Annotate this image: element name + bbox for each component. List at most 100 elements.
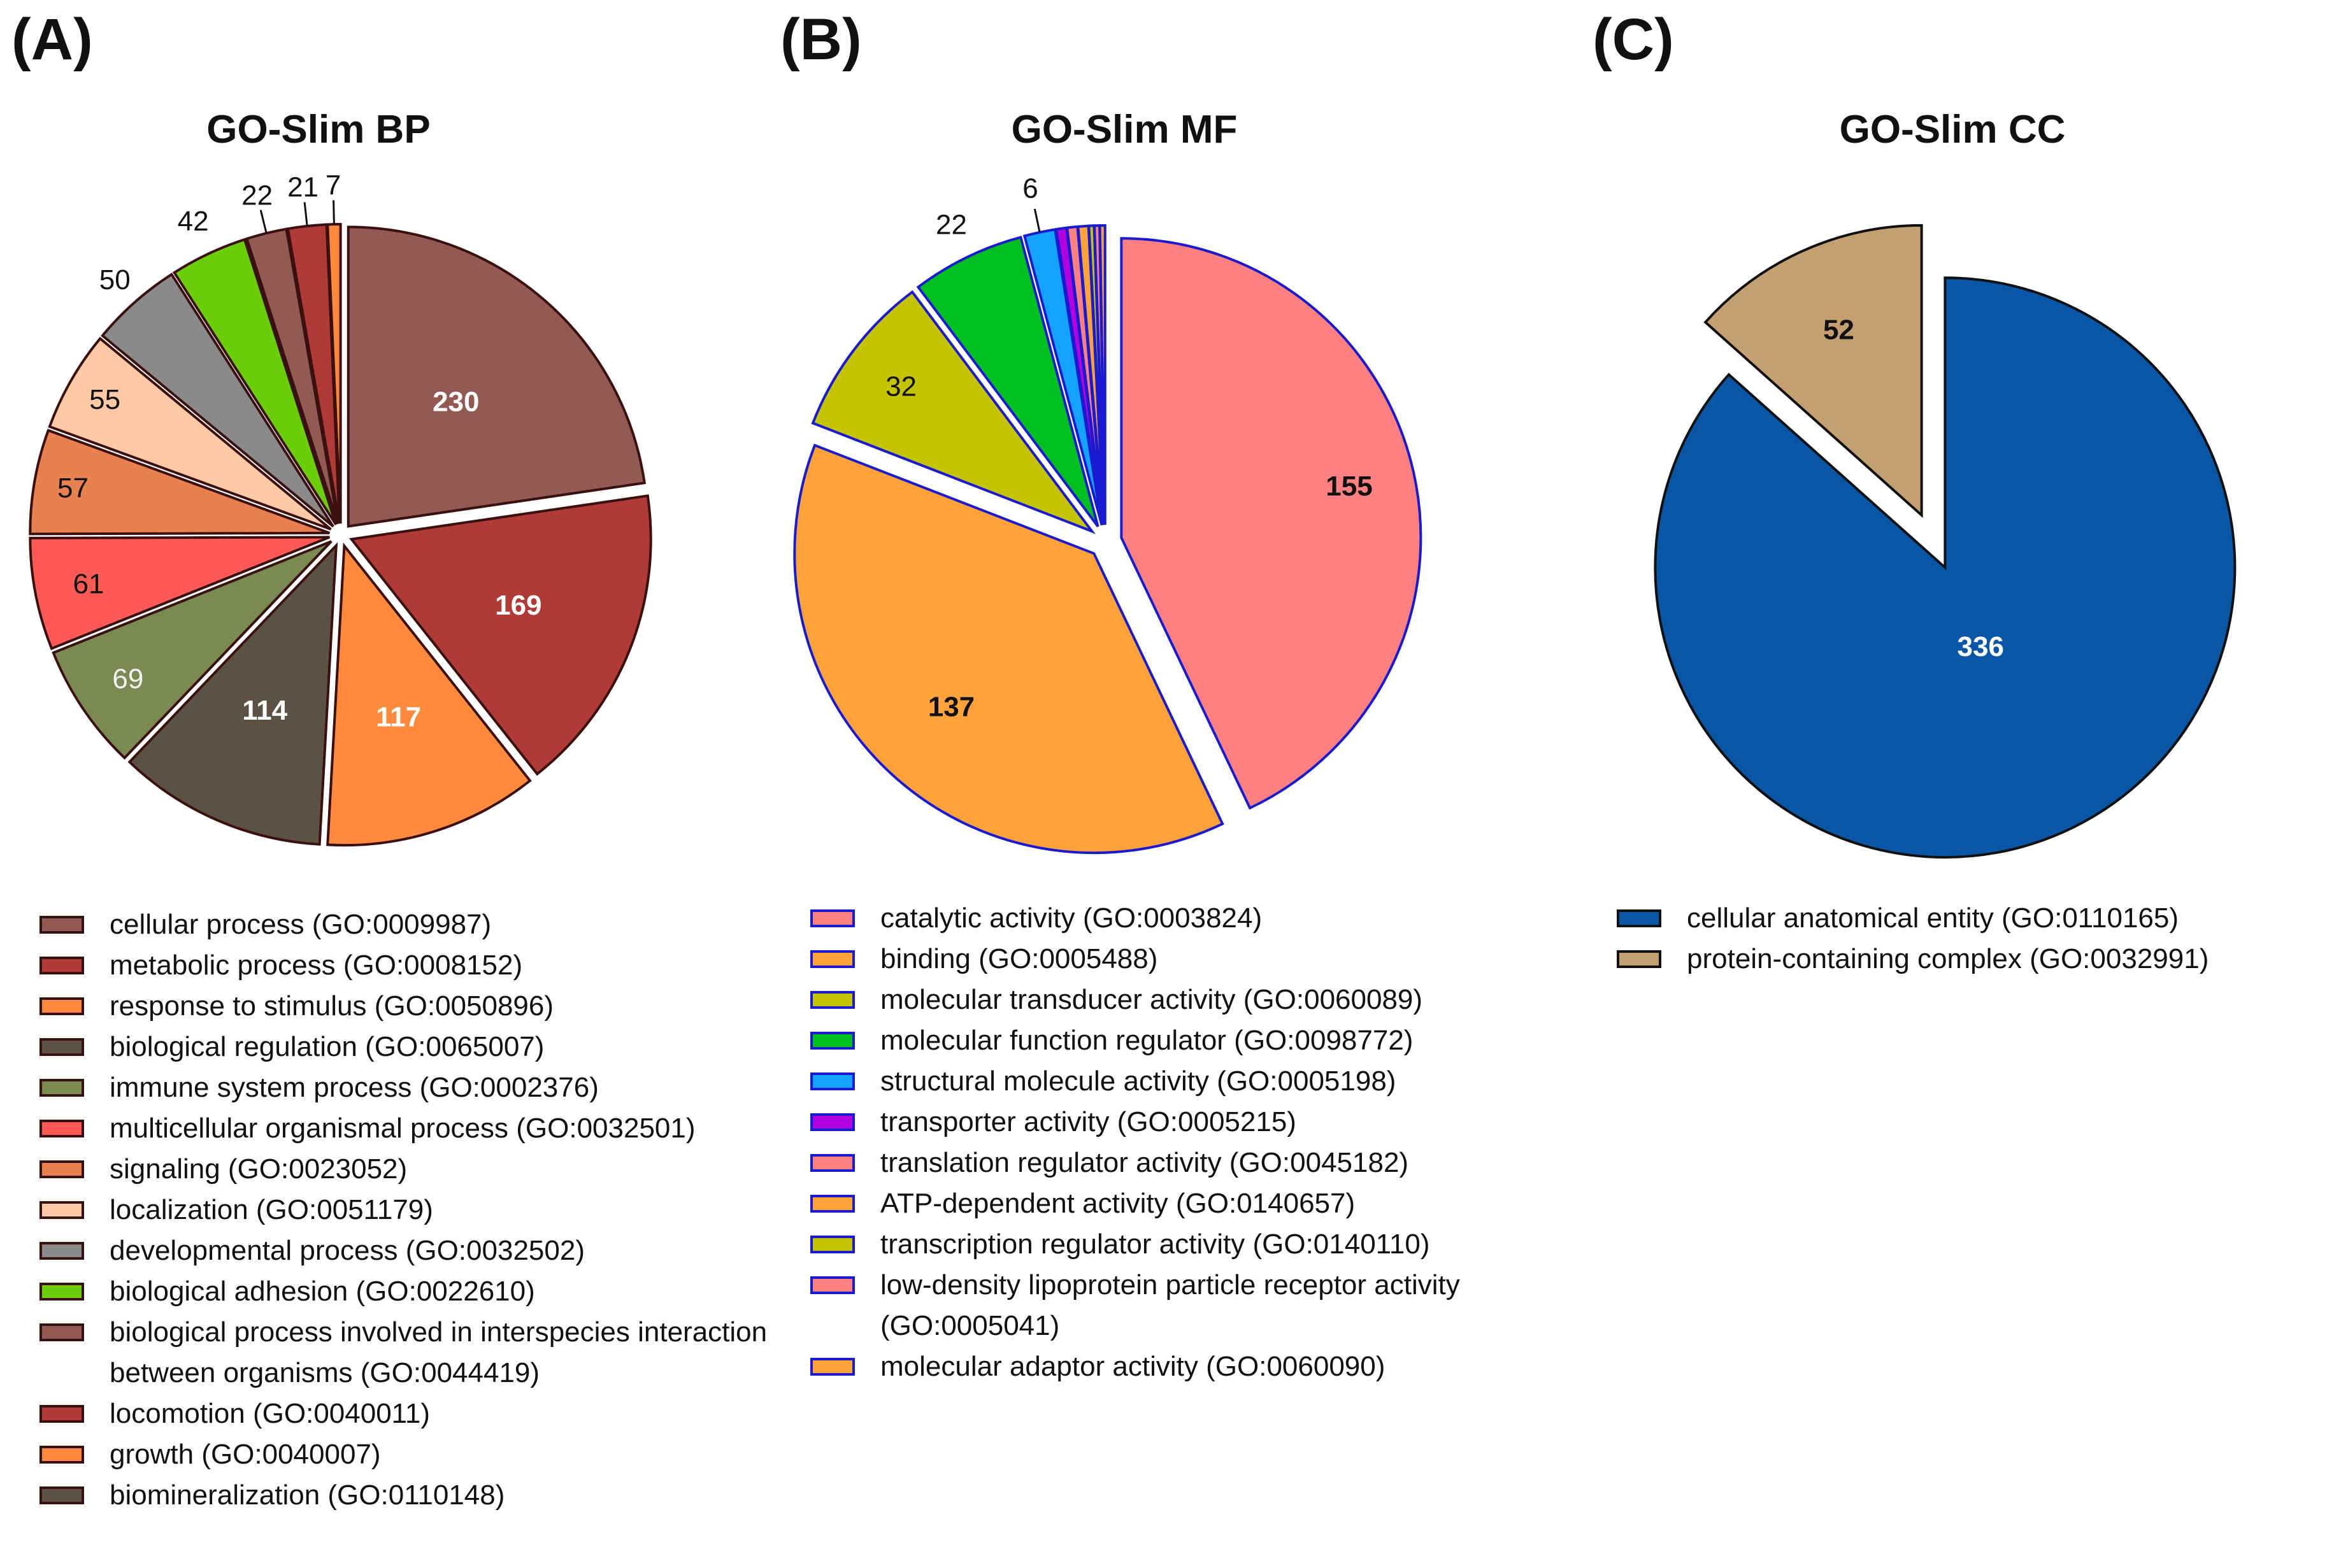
pie-slice (326, 542, 532, 847)
legend-item: biomineralization (GO:0110148) (39, 1475, 772, 1516)
legend-item: binding (GO:0005488) (810, 939, 1530, 980)
pie-slice (245, 227, 340, 525)
pie-chart-cc: 336 52 (1654, 224, 2237, 859)
legend-swatch (810, 991, 855, 1009)
legend-label: immune system process (GO:0002376) (110, 1072, 599, 1103)
slice-value-label: 21 (287, 172, 319, 203)
legend-item: cellular anatomical entity (GO:0110165) (1617, 898, 2317, 939)
legend-label: locomotion (GO:0040011) (110, 1398, 431, 1429)
legend-label: binding (GO:0005488) (880, 943, 1158, 974)
legend-label: cellular process (GO:0009987) (110, 909, 492, 940)
legend-swatch (810, 1195, 855, 1213)
pie-chart-mf: 155 137 32 22 6 (793, 173, 1422, 855)
slice-value-label: 57 (57, 473, 89, 504)
slice-value-label: 22 (936, 210, 967, 241)
pie-slice (811, 290, 1096, 534)
legend-item: cellular process (GO:0009987) (39, 904, 772, 945)
legend-label: developmental process (GO:0032502) (110, 1235, 585, 1266)
legend-swatch (39, 1120, 84, 1137)
legend-item: multicellular organismal process (GO:003… (39, 1108, 772, 1149)
legend-label: growth (GO:0040007) (110, 1439, 381, 1470)
chart-title-bp: GO-Slim BP (206, 108, 431, 152)
legend-item: catalytic activity (GO:0003824) (810, 898, 1530, 939)
pie-slice (793, 443, 1224, 855)
legend-swatch (810, 1358, 855, 1376)
panel-letter-b: (B) (780, 7, 862, 72)
legend-cc: cellular anatomical entity (GO:0110165) p… (1617, 898, 2317, 980)
legend-label: multicellular organismal process (GO:003… (110, 1113, 696, 1144)
slice-value-label: 50 (99, 264, 131, 296)
chart-title-cc: GO-Slim CC (1839, 108, 2066, 152)
legend-item: low-density lipoprotein particle recepto… (810, 1265, 1530, 1346)
pie-slice (1654, 276, 2237, 859)
legend-label: cellular anatomical entity (GO:0110165) (1687, 902, 2179, 934)
legend-item: signaling (GO:0023052) (39, 1149, 772, 1190)
legend-swatch (39, 1079, 84, 1097)
slice-value-label: 137 (928, 692, 975, 723)
legend-label: catalytic activity (GO:0003824) (880, 902, 1263, 934)
legend-swatch (810, 1154, 855, 1172)
legend-swatch (39, 997, 84, 1015)
slice-value-label: 6 (1022, 173, 1038, 204)
legend-swatch (39, 1405, 84, 1423)
legend-item: molecular adaptor activity (GO:0060090) (810, 1346, 1530, 1387)
legend-swatch (1617, 909, 1661, 927)
slice-value-label: 230 (433, 386, 479, 417)
legend-label: translation regulator activity (GO:00451… (880, 1147, 1409, 1178)
slice-value-label: 32 (885, 371, 917, 403)
slice-value-label: 52 (1823, 315, 1854, 346)
legend-label: transporter activity (GO:0005215) (880, 1106, 1296, 1137)
legend-item: biological adhesion (GO:0022610) (39, 1271, 772, 1312)
legend-item: translation regulator activity (GO:00451… (810, 1143, 1530, 1183)
legend-swatch (1617, 950, 1661, 968)
panel-letter-a: (A) (11, 7, 93, 72)
legend-label: transcription regulator activity (GO:014… (880, 1229, 1430, 1260)
legend-label: ATP-dependent activity (GO:0140657) (880, 1188, 1356, 1219)
legend-item: metabolic process (GO:0008152) (39, 945, 772, 986)
legend-label: biological adhesion (GO:0022610) (110, 1276, 535, 1307)
pie-slice (1120, 237, 1422, 810)
legend-swatch (810, 1236, 855, 1253)
legend-label: molecular adaptor activity (GO:0060090) (880, 1351, 1385, 1382)
legend-label: structural molecule activity (GO:0005198… (880, 1066, 1396, 1097)
legend-label: molecular function regulator (GO:0098772… (880, 1025, 1414, 1056)
slice-value-label: 42 (178, 206, 209, 237)
legend-mf: catalytic activity (GO:0003824) binding (… (810, 898, 1530, 1387)
legend-item: protein-containing complex (GO:0032991) (1617, 939, 2317, 980)
legend-item: developmental process (GO:0032502) (39, 1230, 772, 1271)
legend-swatch (39, 1486, 84, 1504)
slice-value-label: 69 (112, 664, 143, 695)
slice-value-label: 22 (241, 180, 273, 211)
leader-line (1033, 208, 1041, 233)
pie-slice (48, 336, 332, 531)
legend-swatch (39, 1160, 84, 1178)
legend-swatch (810, 1073, 855, 1090)
slice-value-label: 7 (326, 170, 341, 201)
legend-label: localization (GO:0051179) (110, 1194, 433, 1225)
legend-label: metabolic process (GO:0008152) (110, 950, 523, 981)
pie-slice (349, 494, 652, 776)
legend-item: response to stimulus (GO:0050896) (39, 986, 772, 1027)
legend-item: biological regulation (GO:0065007) (39, 1027, 772, 1067)
leader-line (259, 210, 268, 234)
pie-slice (101, 273, 334, 528)
slice-value-label: 155 (1326, 471, 1372, 502)
slice-value-label: 336 (1957, 631, 2003, 662)
legend-item: localization (GO:0051179) (39, 1190, 772, 1230)
legend-bp: cellular process (GO:0009987) metabolic p… (39, 904, 772, 1516)
slice-value-label: 55 (89, 384, 120, 415)
legend-swatch (810, 909, 855, 927)
pie-slice (127, 542, 338, 846)
legend-swatch (39, 1283, 84, 1301)
leader-line (303, 202, 308, 227)
legend-swatch (39, 957, 84, 974)
pie-slice (916, 236, 1099, 527)
legend-item: molecular transducer activity (GO:006008… (810, 980, 1530, 1020)
legend-item: locomotion (GO:0040011) (39, 1393, 772, 1434)
legend-label: biological process involved in interspec… (110, 1316, 768, 1388)
legend-item: transcription regulator activity (GO:014… (810, 1224, 1530, 1265)
legend-label: low-density lipoprotein particle recepto… (880, 1269, 1460, 1341)
slice-value-label: 61 (73, 569, 104, 600)
legend-label: protein-containing complex (GO:0032991) (1687, 943, 2209, 974)
legend-swatch (39, 1201, 84, 1219)
